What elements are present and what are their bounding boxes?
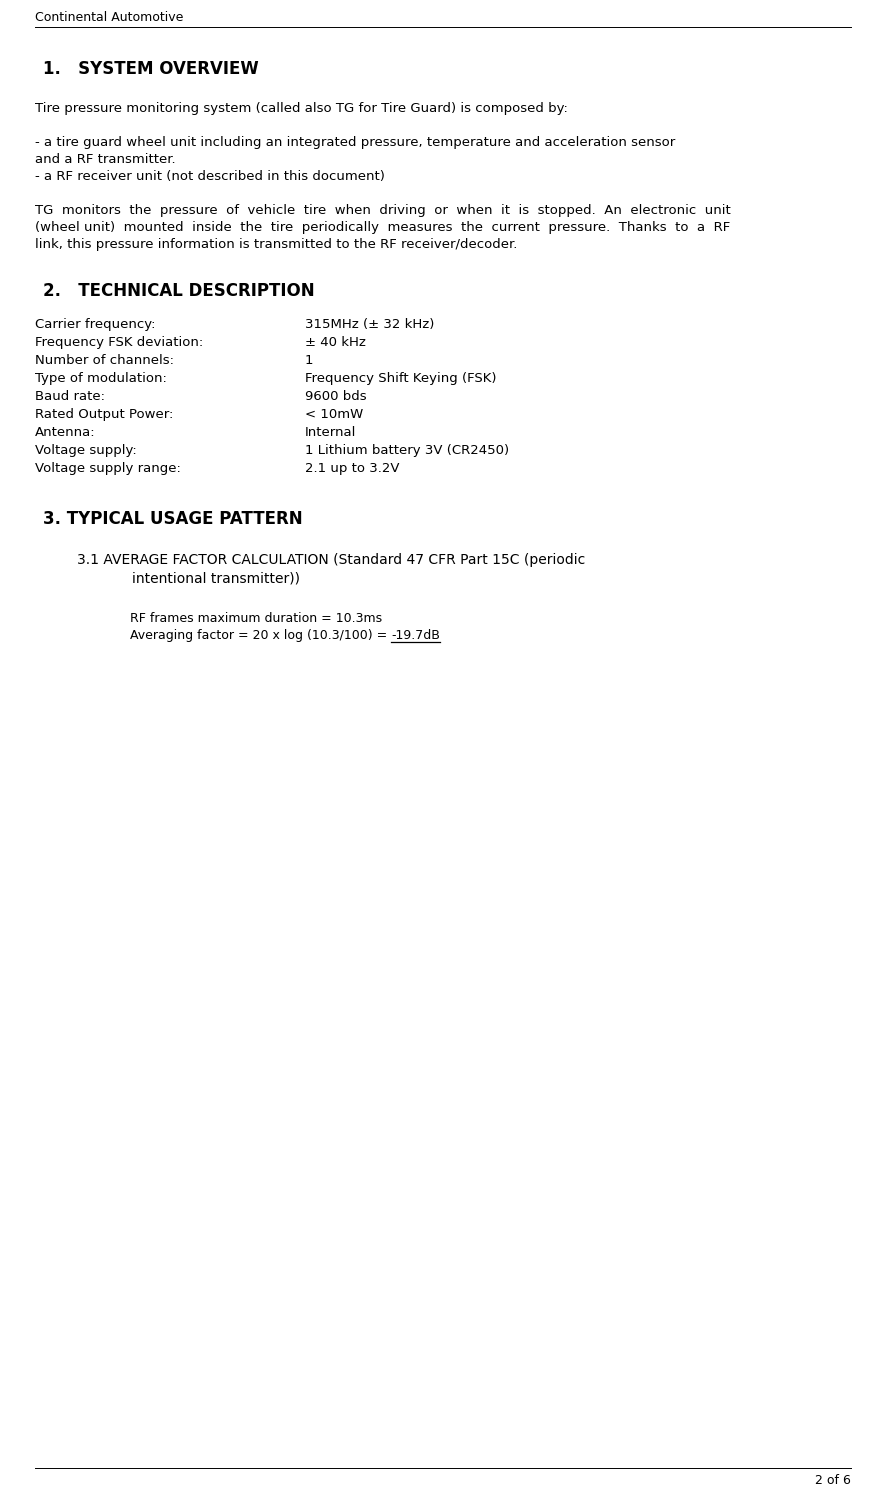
Text: Voltage supply range:: Voltage supply range: — [35, 463, 181, 475]
Text: 1 Lithium battery 3V (CR2450): 1 Lithium battery 3V (CR2450) — [305, 445, 509, 457]
Text: Number of channels:: Number of channels: — [35, 354, 174, 366]
Text: Averaging factor = 20 x log (10.3/100) =: Averaging factor = 20 x log (10.3/100) = — [130, 629, 392, 641]
Text: intentional transmitter)): intentional transmitter)) — [97, 572, 300, 586]
Text: 1.   SYSTEM OVERVIEW: 1. SYSTEM OVERVIEW — [43, 60, 259, 78]
Text: link, this pressure information is transmitted to the RF receiver/decoder.: link, this pressure information is trans… — [35, 237, 517, 251]
Text: -19.7dB: -19.7dB — [392, 629, 440, 641]
Text: 2.   TECHNICAL DESCRIPTION: 2. TECHNICAL DESCRIPTION — [43, 282, 315, 300]
Text: Baud rate:: Baud rate: — [35, 391, 105, 403]
Text: 3.1 AVERAGE FACTOR CALCULATION (Standard 47 CFR Part 15C (periodic: 3.1 AVERAGE FACTOR CALCULATION (Standard… — [77, 553, 586, 566]
Text: - a tire guard wheel unit including an integrated pressure, temperature and acce: - a tire guard wheel unit including an i… — [35, 137, 675, 149]
Text: Type of modulation:: Type of modulation: — [35, 372, 167, 385]
Text: Voltage supply:: Voltage supply: — [35, 445, 136, 457]
Text: - a RF receiver unit (not described in this document): - a RF receiver unit (not described in t… — [35, 170, 385, 183]
Text: ± 40 kHz: ± 40 kHz — [305, 336, 366, 348]
Text: 9600 bds: 9600 bds — [305, 391, 367, 403]
Text: RF frames maximum duration = 10.3ms: RF frames maximum duration = 10.3ms — [130, 611, 382, 625]
Text: < 10mW: < 10mW — [305, 409, 363, 421]
Text: and a RF transmitter.: and a RF transmitter. — [35, 153, 175, 167]
Text: Continental Automotive: Continental Automotive — [35, 11, 183, 24]
Text: 2.1 up to 3.2V: 2.1 up to 3.2V — [305, 463, 400, 475]
Text: TG  monitors  the  pressure  of  vehicle  tire  when  driving  or  when  it  is : TG monitors the pressure of vehicle tire… — [35, 204, 731, 216]
Text: Frequency Shift Keying (FSK): Frequency Shift Keying (FSK) — [305, 372, 496, 385]
Text: 2 of 6: 2 of 6 — [815, 1473, 851, 1487]
Text: Internal: Internal — [305, 427, 356, 439]
Text: 315MHz (± 32 kHz): 315MHz (± 32 kHz) — [305, 318, 434, 330]
Text: Rated Output Power:: Rated Output Power: — [35, 409, 174, 421]
Text: Antenna:: Antenna: — [35, 427, 96, 439]
Text: Tire pressure monitoring system (called also TG for Tire Guard) is composed by:: Tire pressure monitoring system (called … — [35, 102, 568, 116]
Text: 1: 1 — [305, 354, 314, 366]
Text: (wheel unit)  mounted  inside  the  tire  periodically  measures  the  current  : (wheel unit) mounted inside the tire per… — [35, 221, 730, 234]
Text: 3. TYPICAL USAGE PATTERN: 3. TYPICAL USAGE PATTERN — [43, 511, 303, 529]
Text: Frequency FSK deviation:: Frequency FSK deviation: — [35, 336, 203, 348]
Text: Carrier frequency:: Carrier frequency: — [35, 318, 156, 330]
